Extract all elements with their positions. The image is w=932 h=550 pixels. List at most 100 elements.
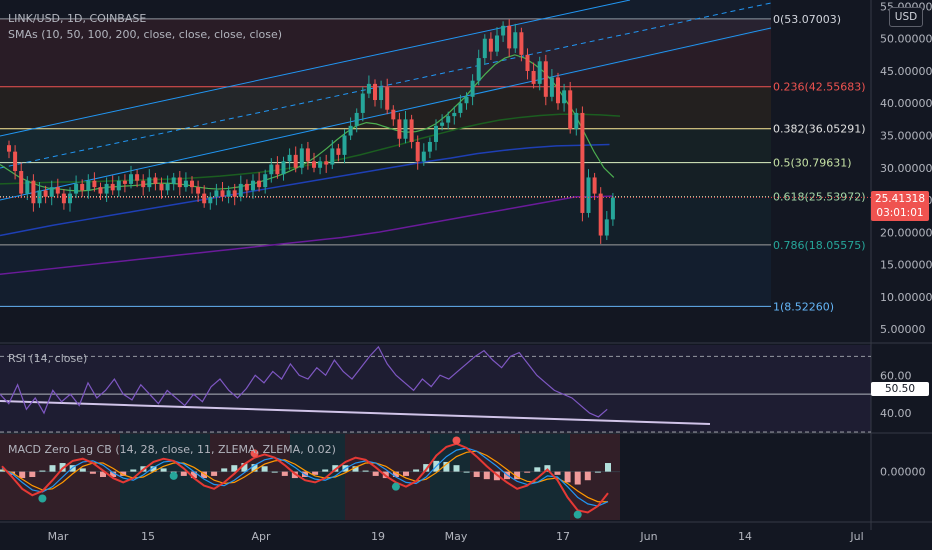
macd-histogram-bar: [594, 471, 601, 473]
candle: [196, 187, 201, 194]
price-tick-label: 10.00000: [880, 291, 932, 304]
candle: [476, 58, 481, 81]
candle: [141, 180, 146, 188]
macd-histogram-bar: [261, 466, 268, 472]
macd-signal-fast-line: [1, 447, 609, 507]
candle: [13, 151, 18, 171]
candle: [464, 96, 469, 104]
price-tick-label: 5.00000: [880, 323, 926, 336]
rsi-panel-background: [0, 345, 871, 432]
macd-histogram-bar: [160, 468, 167, 472]
candle: [92, 180, 97, 188]
time-tick-label: Mar: [48, 530, 69, 543]
candle: [586, 177, 591, 213]
candle: [415, 141, 420, 162]
candle: [287, 154, 292, 162]
price-tick-label: 30.00000: [880, 162, 932, 175]
macd-histogram-bar: [372, 471, 379, 476]
candle: [159, 183, 164, 191]
candle: [19, 171, 24, 194]
macd-histogram-bar: [605, 463, 611, 472]
macd-histogram-bar: [49, 465, 56, 472]
macd-histogram-bar: [281, 471, 288, 476]
candle: [104, 183, 109, 194]
candle: [208, 196, 213, 204]
candle: [86, 180, 91, 191]
sma100-line: [0, 143, 610, 237]
candle: [80, 183, 85, 191]
macd-zone: [210, 434, 290, 520]
macd-signal-dot: [573, 510, 582, 519]
rsi-legend[interactable]: RSI (14, close): [8, 352, 88, 365]
candle: [580, 112, 585, 213]
macd-histogram-bar: [463, 471, 470, 473]
candle: [43, 190, 48, 197]
candle: [604, 219, 609, 236]
time-tick-label: Jun: [639, 530, 657, 543]
candle: [7, 145, 11, 152]
candle: [531, 70, 536, 84]
candle: [543, 61, 548, 97]
macd-histogram-bar: [221, 468, 228, 472]
fib-zone: [0, 128, 771, 163]
candle: [342, 135, 347, 155]
macd-histogram-bar: [79, 468, 86, 472]
macd-histogram-bar: [251, 464, 258, 472]
macd-legend[interactable]: MACD Zero Lag CB (14, 28, close, 11, ZLE…: [8, 443, 336, 456]
macd-histogram-bar: [554, 471, 561, 475]
time-tick-label: May: [445, 530, 468, 543]
candle: [354, 112, 359, 126]
candle: [98, 187, 103, 194]
time-tick-label: 14: [738, 530, 752, 543]
fib-zone: [0, 244, 771, 307]
candle: [440, 122, 445, 126]
candle: [470, 80, 475, 97]
macd-histogram-bar: [231, 465, 238, 472]
channel-mid-line: [0, 2, 772, 169]
time-tick-label: Apr: [251, 530, 271, 543]
candle: [348, 125, 353, 136]
candle: [116, 180, 121, 191]
candle: [244, 183, 249, 191]
macd-histogram-bar: [150, 466, 157, 472]
price-tick-label: 40.00000: [880, 97, 932, 110]
candle: [513, 32, 518, 49]
candle: [598, 193, 603, 236]
price-tick-label: 35.00000: [880, 130, 932, 143]
rsi-trendline: [0, 400, 711, 425]
macd-histogram-bar: [39, 470, 46, 472]
candle: [153, 177, 158, 184]
macd-histogram-bar: [392, 471, 399, 477]
candle: [330, 148, 335, 165]
candle: [574, 112, 579, 130]
candle: [366, 83, 371, 94]
candle: [202, 193, 207, 204]
fib-level-label: 0.236(42.55683): [773, 81, 866, 94]
candle: [74, 183, 79, 194]
last-price-tag: 25.41318 03:01:01: [871, 191, 929, 221]
candle: [281, 161, 286, 175]
macd-histogram-bar: [524, 471, 531, 473]
currency-button[interactable]: USD: [889, 7, 923, 27]
fib-level-label: 0.5(30.79631): [773, 157, 852, 170]
rsi-value-tag: 50.50: [871, 382, 929, 396]
candle: [183, 180, 188, 188]
macd-histogram-bar: [403, 471, 409, 476]
candle: [293, 154, 298, 168]
candle: [214, 190, 219, 197]
macd-histogram-bar: [120, 471, 127, 476]
macd-histogram-bar: [69, 465, 76, 472]
candle: [568, 90, 573, 130]
macd-histogram-bar: [29, 471, 36, 477]
candle: [129, 174, 133, 184]
candle: [324, 161, 329, 165]
candle: [507, 25, 512, 49]
macd-histogram-bar: [483, 471, 490, 480]
time-tick-label: 19: [371, 530, 385, 543]
candle: [488, 38, 493, 52]
candle: [385, 87, 390, 110]
candle: [299, 148, 304, 168]
candle: [110, 183, 115, 191]
sma-legend[interactable]: SMAs (10, 50, 100, 200, close, close, cl…: [8, 28, 283, 41]
